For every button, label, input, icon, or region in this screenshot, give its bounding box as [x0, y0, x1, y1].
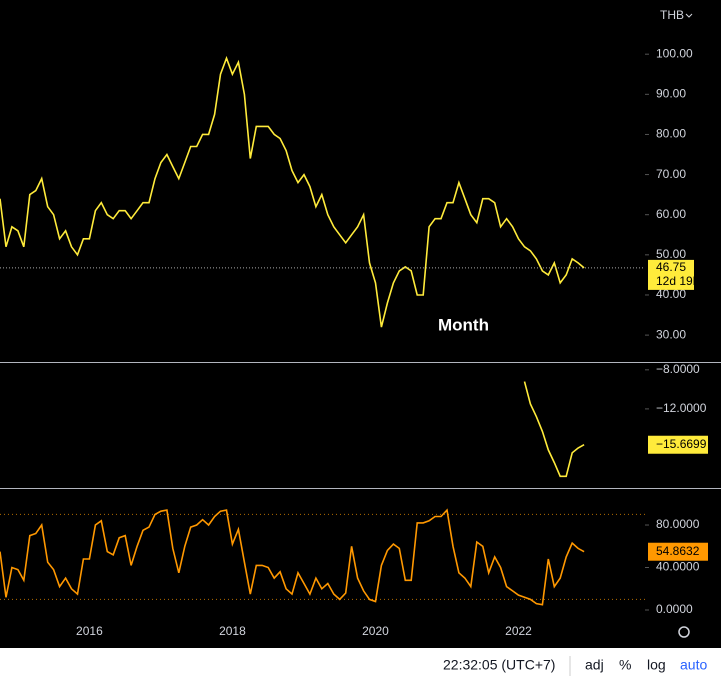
price-tag-label: 54.8632 [656, 544, 700, 558]
price-tag [648, 542, 708, 561]
adj-button[interactable]: adj [585, 657, 604, 673]
y-tick-label: 0.0000 [656, 602, 693, 616]
settings-icon[interactable] [678, 626, 690, 638]
y-tick-label: −8.0000 [656, 362, 700, 376]
settings-gear[interactable] [678, 626, 690, 638]
currency-selector[interactable]: THB [660, 8, 684, 22]
price-tag [648, 259, 694, 290]
auto-button[interactable]: auto [680, 657, 707, 673]
percent-button[interactable]: % [619, 657, 631, 673]
price-tag-label: −15.6699 [656, 437, 707, 451]
price-tag [648, 435, 708, 454]
x-tick-label: 2016 [76, 624, 103, 638]
price-tag-label: 46.75 [656, 260, 686, 274]
y-tick-label: 80.00 [656, 127, 686, 141]
log-button[interactable]: log [647, 657, 666, 673]
y-tick-label: 40.0000 [656, 560, 700, 574]
x-tick-label: 2022 [505, 624, 532, 638]
clock: 22:32:05 (UTC+7) [443, 657, 555, 673]
y-tick-label: 70.00 [656, 167, 686, 181]
chart-background [0, 0, 721, 648]
x-tick-label: 2018 [219, 624, 246, 638]
y-tick-label: 100.00 [656, 46, 693, 60]
countdown-label: 12d 19h [656, 274, 699, 288]
price-line [0, 508, 585, 606]
y-tick-label: 50.00 [656, 247, 686, 261]
price-line [523, 381, 585, 478]
interval-watermark: Month [438, 315, 489, 334]
y-tick-label: 60.00 [656, 207, 686, 221]
currency-caret[interactable] [685, 13, 693, 18]
bottom-bar-background [0, 648, 721, 695]
x-tick-label: 2020 [362, 624, 389, 638]
bottom-bar: 22:32:05 (UTC+7) adj % log auto [0, 648, 721, 695]
y-tick-label: 30.00 [656, 327, 686, 341]
y-tick-label: 80.0000 [656, 517, 700, 531]
y-tick-label: 90.00 [656, 86, 686, 100]
y-tick-label: 40.00 [656, 287, 686, 301]
y-tick-label: −12.0000 [656, 401, 707, 415]
price-line [0, 55, 585, 328]
